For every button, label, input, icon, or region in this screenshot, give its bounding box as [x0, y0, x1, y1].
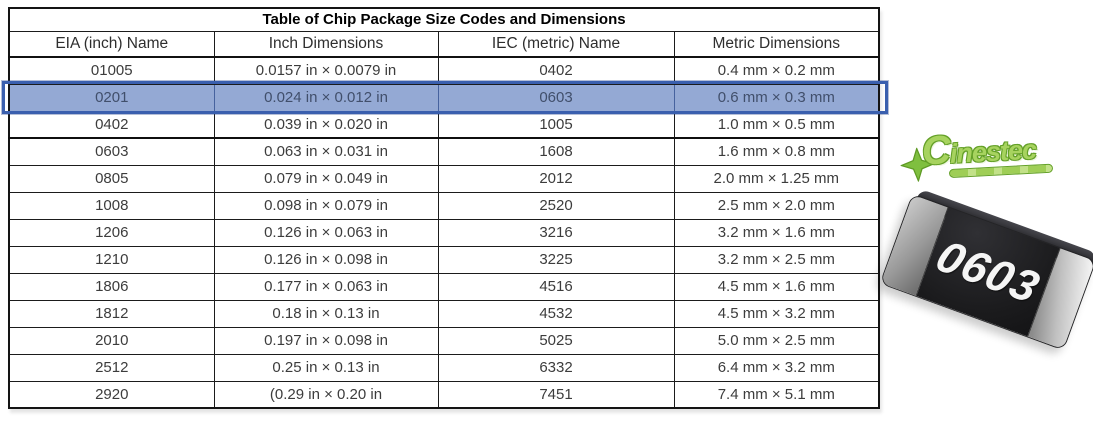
col-header-inch-dimensions: Inch Dimensions — [213, 30, 439, 58]
table-row: 2512 0.25 in × 0.13 in 6332 6.4 mm × 3.2… — [8, 353, 880, 382]
cell-eia-name: 0201 — [8, 83, 215, 112]
cell-metric-dimensions: 0.4 mm × 0.2 mm — [673, 56, 880, 85]
cell-iec-name: 3216 — [437, 218, 675, 247]
table-title: Table of Chip Package Size Codes and Dim… — [8, 7, 880, 32]
cell-metric-dimensions: 4.5 mm × 3.2 mm — [673, 299, 880, 328]
cell-metric-dimensions: 6.4 mm × 3.2 mm — [673, 353, 880, 382]
table-row: 0603 0.063 in × 0.031 in 1608 1.6 mm × 0… — [8, 137, 880, 166]
logo-leaf-icon — [899, 146, 936, 183]
cell-eia-name: 1206 — [8, 218, 215, 247]
cell-metric-dimensions: 0.6 mm × 0.3 mm — [673, 83, 880, 112]
table-row: 1806 0.177 in × 0.063 in 4516 4.5 mm × 1… — [8, 272, 880, 301]
cell-eia-name: 1806 — [8, 272, 215, 301]
cell-iec-name: 3225 — [437, 245, 675, 274]
cell-iec-name: 1005 — [437, 110, 675, 139]
cell-metric-dimensions: 3.2 mm × 1.6 mm — [673, 218, 880, 247]
cell-iec-name: 2012 — [437, 164, 675, 193]
col-header-iec-name: IEC (metric) Name — [437, 30, 675, 58]
table-header-row: EIA (inch) Name Inch Dimensions IEC (met… — [8, 30, 880, 58]
cell-eia-name: 0402 — [8, 110, 215, 139]
col-header-eia-name: EIA (inch) Name — [8, 30, 215, 58]
table-title-row: Table of Chip Package Size Codes and Dim… — [8, 7, 880, 32]
table-row: 2920 (0.29 in × 0.20 in 7451 7.4 mm × 5.… — [8, 380, 880, 409]
cell-iec-name: 5025 — [437, 326, 675, 355]
cell-metric-dimensions: 2.0 mm × 1.25 mm — [673, 164, 880, 193]
cell-eia-name: 1812 — [8, 299, 215, 328]
table-row: 0402 0.039 in × 0.020 in 1005 1.0 mm × 0… — [8, 110, 880, 139]
cell-iec-name: 0603 — [437, 83, 675, 112]
table-row: 1206 0.126 in × 0.063 in 3216 3.2 mm × 1… — [8, 218, 880, 247]
cell-metric-dimensions: 2.5 mm × 2.0 mm — [673, 191, 880, 220]
cell-eia-name: 1210 — [8, 245, 215, 274]
cell-inch-dimensions: 0.18 in × 0.13 in — [213, 299, 439, 328]
cell-inch-dimensions: 0.063 in × 0.031 in — [213, 137, 439, 166]
cell-iec-name: 4532 — [437, 299, 675, 328]
chip-size-table: Table of Chip Package Size Codes and Dim… — [8, 7, 881, 409]
cell-inch-dimensions: 0.024 in × 0.012 in — [213, 83, 439, 112]
cell-metric-dimensions: 7.4 mm × 5.1 mm — [673, 380, 880, 409]
table-row: 1812 0.18 in × 0.13 in 4532 4.5 mm × 3.2… — [8, 299, 880, 328]
cell-iec-name: 1608 — [437, 137, 675, 166]
cell-eia-name: 2920 — [8, 380, 215, 409]
cell-metric-dimensions: 1.0 mm × 0.5 mm — [673, 110, 880, 139]
chip-photo: 0603 — [879, 193, 1093, 351]
table-row: 1210 0.126 in × 0.098 in 3225 3.2 mm × 2… — [8, 245, 880, 274]
cell-eia-name: 0603 — [8, 137, 215, 166]
cell-iec-name: 6332 — [437, 353, 675, 382]
cell-inch-dimensions: 0.177 in × 0.063 in — [213, 272, 439, 301]
chip-front-face: 0603 — [879, 193, 1093, 351]
cell-inch-dimensions: 0.25 in × 0.13 in — [213, 353, 439, 382]
cell-metric-dimensions: 1.6 mm × 0.8 mm — [673, 137, 880, 166]
cell-inch-dimensions: 0.126 in × 0.098 in — [213, 245, 439, 274]
cinestec-logo: Cinestec — [899, 116, 1069, 188]
cell-inch-dimensions: 0.079 in × 0.049 in — [213, 164, 439, 193]
chip-label: 0603 — [928, 230, 1048, 313]
cell-iec-name: 2520 — [437, 191, 675, 220]
cell-iec-name: 7451 — [437, 380, 675, 409]
table-row: 0805 0.079 in × 0.049 in 2012 2.0 mm × 1… — [8, 164, 880, 193]
cell-eia-name: 2010 — [8, 326, 215, 355]
table-row: 1008 0.098 in × 0.079 in 2520 2.5 mm × 2… — [8, 191, 880, 220]
col-header-metric-dimensions: Metric Dimensions — [673, 30, 880, 58]
table-row: 0201 0.024 in × 0.012 in 0603 0.6 mm × 0… — [8, 83, 880, 112]
cell-metric-dimensions: 5.0 mm × 2.5 mm — [673, 326, 880, 355]
cell-iec-name: 4516 — [437, 272, 675, 301]
table-row: 01005 0.0157 in × 0.0079 in 0402 0.4 mm … — [8, 56, 880, 85]
cell-inch-dimensions: 0.126 in × 0.063 in — [213, 218, 439, 247]
cell-metric-dimensions: 4.5 mm × 1.6 mm — [673, 272, 880, 301]
cell-inch-dimensions: 0.098 in × 0.079 in — [213, 191, 439, 220]
chip-3d-view: 0603 — [879, 193, 1093, 351]
cell-eia-name: 2512 — [8, 353, 215, 382]
cell-inch-dimensions: 0.0157 in × 0.0079 in — [213, 56, 439, 85]
table-row: 2010 0.197 in × 0.098 in 5025 5.0 mm × 2… — [8, 326, 880, 355]
cell-inch-dimensions: 0.039 in × 0.020 in — [213, 110, 439, 139]
cell-metric-dimensions: 3.2 mm × 2.5 mm — [673, 245, 880, 274]
cell-inch-dimensions: (0.29 in × 0.20 in — [213, 380, 439, 409]
cell-inch-dimensions: 0.197 in × 0.098 in — [213, 326, 439, 355]
cell-eia-name: 0805 — [8, 164, 215, 193]
cell-iec-name: 0402 — [437, 56, 675, 85]
cell-eia-name: 01005 — [8, 56, 215, 85]
cell-eia-name: 1008 — [8, 191, 215, 220]
